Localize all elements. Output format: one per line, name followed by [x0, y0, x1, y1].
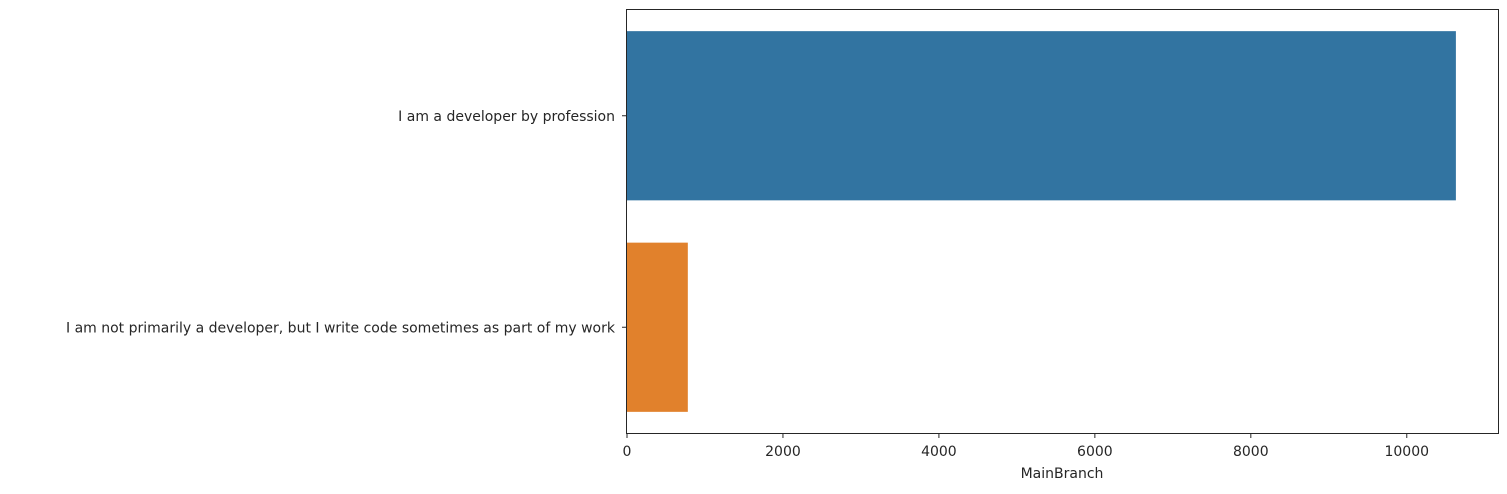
y-tick-label: I am not primarily a developer, but I wr…	[66, 320, 616, 336]
plot-frame	[626, 9, 1499, 434]
y-axis: I am a developer by profession I am not p…	[66, 109, 627, 336]
bars	[627, 31, 1456, 412]
x-tick-label: 10000	[1384, 444, 1429, 460]
bar-1	[627, 31, 1456, 201]
x-tick-label: 0	[623, 444, 632, 460]
bar-2	[627, 242, 688, 412]
x-tick-label: 6000	[1077, 444, 1113, 460]
y-tick-label: I am a developer by profession	[398, 109, 615, 125]
x-tick-label: 8000	[1233, 444, 1269, 460]
x-tick-label: 4000	[921, 444, 957, 460]
x-axis-label: MainBranch	[1021, 466, 1104, 482]
x-tick-label: 2000	[765, 444, 801, 460]
x-axis: 0 2000 4000 6000 8000 10000	[623, 433, 1429, 460]
